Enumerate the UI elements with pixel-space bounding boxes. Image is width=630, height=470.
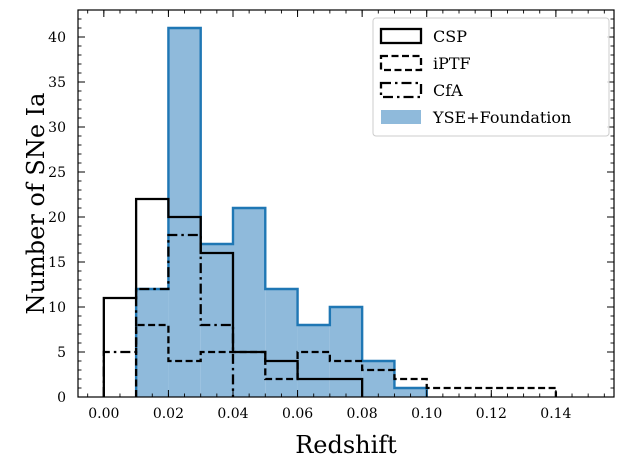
legend: CSP iPTF CfA YSE+Foundation <box>372 17 610 137</box>
y-tick-label: 35 <box>48 75 66 91</box>
bar <box>232 208 266 397</box>
legend-swatch <box>379 54 423 72</box>
legend-box <box>372 17 610 137</box>
series-layer <box>102 26 558 397</box>
x-tick-label: 0.12 <box>476 406 507 422</box>
bar <box>136 289 169 397</box>
series-cfa <box>102 233 235 397</box>
bar <box>394 388 427 397</box>
x-tick-label: 0.00 <box>88 406 119 422</box>
y-tick-label: 15 <box>48 255 66 271</box>
legend-swatch <box>381 110 421 124</box>
x-tick-label: 0.06 <box>282 406 313 422</box>
x-tick-label: 0.10 <box>411 406 442 422</box>
legend-label: iPTF <box>433 54 471 73</box>
step-line <box>102 233 235 397</box>
legend-label: YSE+Foundation <box>432 108 571 127</box>
bar <box>297 325 330 397</box>
x-tick-label: 0.02 <box>153 406 184 422</box>
legend-item: CfA <box>379 81 463 100</box>
y-tick-label: 25 <box>48 165 66 181</box>
x-tick-label: 0.08 <box>347 406 378 422</box>
plot-frame <box>77 9 615 398</box>
bar <box>265 289 298 397</box>
step-line <box>134 323 558 397</box>
bar <box>329 307 363 397</box>
legend-item: CSP <box>379 27 467 46</box>
y-tick-label: 30 <box>48 120 66 136</box>
ticks-layer: 0.00 0.02 0.04 0.06 0.08 0.10 0.12 0.14 0 5 10 15 20… <box>48 9 614 422</box>
x-tick-label: 0.14 <box>540 406 571 422</box>
bar <box>362 361 395 397</box>
series-csp <box>102 197 364 397</box>
step-line <box>102 197 364 397</box>
legend-item: YSE+Foundation <box>381 108 571 127</box>
legend-item: iPTF <box>379 54 471 73</box>
y-tick-label: 40 <box>48 30 66 46</box>
y-tick-label: 10 <box>48 300 66 316</box>
bar-outline <box>134 26 428 397</box>
legend-swatch <box>379 27 423 45</box>
series-iptf <box>134 323 558 397</box>
y-tick-label: 0 <box>57 390 66 406</box>
legend-swatch <box>379 81 423 99</box>
y-tick-label: 20 <box>48 210 66 226</box>
legend-label: CSP <box>433 27 467 46</box>
x-axis-label: Redshift <box>295 431 397 459</box>
y-tick-label: 5 <box>57 345 66 361</box>
legend-label: CfA <box>433 81 463 100</box>
y-axis-label: Number of SNe Ia <box>22 93 50 315</box>
bar <box>168 28 201 397</box>
x-tick-label: 0.04 <box>217 406 248 422</box>
bar <box>200 244 233 397</box>
